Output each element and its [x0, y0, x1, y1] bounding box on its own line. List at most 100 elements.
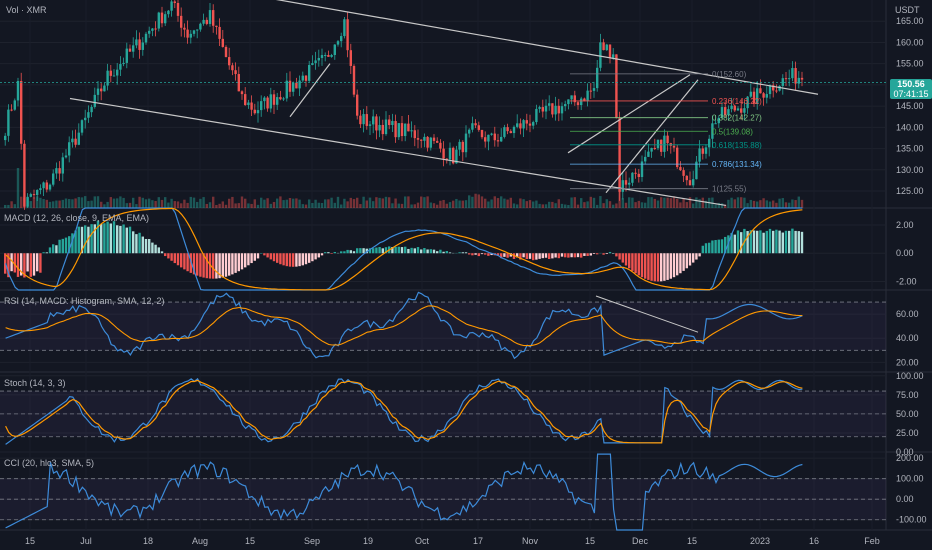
candle-body[interactable]: [660, 139, 663, 152]
volume-bar[interactable]: [612, 204, 615, 208]
volume-bar[interactable]: [32, 197, 36, 208]
macd-histogram-bar[interactable]: [90, 224, 93, 254]
volume-bar[interactable]: [320, 202, 324, 208]
macd-histogram-bar[interactable]: [752, 230, 756, 254]
macd-histogram-bar[interactable]: [93, 224, 96, 254]
volume-bar[interactable]: [772, 200, 775, 208]
macd-histogram-bar[interactable]: [442, 251, 445, 254]
macd-histogram-bar[interactable]: [128, 226, 132, 254]
macd-histogram-bar[interactable]: [231, 253, 234, 275]
candle-body[interactable]: [205, 19, 208, 24]
candle-body[interactable]: [468, 129, 471, 134]
candle-body[interactable]: [48, 184, 52, 190]
candle-body[interactable]: [272, 94, 276, 105]
volume-bar[interactable]: [564, 204, 567, 208]
volume-bar[interactable]: [141, 197, 144, 208]
candle-body[interactable]: [429, 137, 432, 148]
macd-histogram-bar[interactable]: [448, 252, 452, 254]
macd-histogram-bar[interactable]: [218, 253, 221, 279]
macd-histogram-bar[interactable]: [541, 253, 544, 259]
candle-body[interactable]: [23, 143, 26, 207]
macd-histogram-bar[interactable]: [170, 253, 173, 261]
macd-histogram-bar[interactable]: [23, 253, 26, 278]
volume-bar[interactable]: [676, 198, 679, 208]
candle-body[interactable]: [461, 141, 464, 153]
volume-bar[interactable]: [733, 199, 736, 208]
candle-body[interactable]: [756, 88, 759, 104]
volume-bar[interactable]: [660, 197, 663, 208]
volume-bar[interactable]: [58, 200, 61, 208]
volume-bar[interactable]: [714, 204, 717, 208]
macd-histogram-bar[interactable]: [314, 253, 317, 260]
candle-body[interactable]: [413, 130, 416, 139]
candle-body[interactable]: [663, 135, 666, 152]
macd-histogram-bar[interactable]: [324, 252, 327, 254]
volume-bar[interactable]: [583, 202, 586, 208]
candle-body[interactable]: [400, 123, 404, 137]
macd-histogram-bar[interactable]: [519, 253, 522, 260]
candle-body[interactable]: [212, 10, 215, 26]
macd-histogram-bar[interactable]: [477, 253, 480, 257]
macd-histogram-bar[interactable]: [730, 233, 733, 254]
volume-bar[interactable]: [71, 199, 74, 208]
macd-histogram-bar[interactable]: [720, 239, 724, 254]
volume-bar[interactable]: [151, 200, 154, 208]
volume-bar[interactable]: [797, 196, 800, 208]
candle-body[interactable]: [528, 123, 532, 126]
candle-body[interactable]: [378, 124, 381, 131]
volume-bar[interactable]: [333, 202, 336, 208]
volume-bar[interactable]: [135, 204, 138, 208]
candle-body[interactable]: [551, 103, 554, 115]
volume-bar[interactable]: [740, 197, 743, 208]
volume-bar[interactable]: [416, 202, 420, 208]
volume-bar[interactable]: [368, 197, 372, 208]
volume-bar[interactable]: [45, 199, 48, 208]
volume-bar[interactable]: [103, 204, 106, 208]
macd-histogram-bar[interactable]: [628, 253, 631, 269]
candle-body[interactable]: [208, 10, 212, 24]
candle-body[interactable]: [602, 42, 605, 51]
macd-histogram-bar[interactable]: [532, 253, 535, 261]
cci-pane[interactable]: [0, 453, 886, 531]
candle-body[interactable]: [256, 110, 260, 114]
volume-bar[interactable]: [653, 198, 656, 208]
volume-bar[interactable]: [429, 202, 432, 208]
macd-histogram-bar[interactable]: [122, 224, 125, 254]
candle-body[interactable]: [672, 145, 676, 148]
macd-histogram-bar[interactable]: [554, 253, 557, 258]
candle-body[interactable]: [525, 120, 528, 124]
volume-bar[interactable]: [295, 198, 298, 208]
macd-histogram-bar[interactable]: [167, 253, 170, 259]
candle-body[interactable]: [791, 68, 794, 79]
volume-bar[interactable]: [7, 204, 10, 208]
macd-histogram-bar[interactable]: [685, 253, 688, 269]
candle-body[interactable]: [695, 161, 698, 180]
candle-body[interactable]: [301, 75, 304, 81]
volume-bar[interactable]: [464, 200, 468, 208]
macd-histogram-bar[interactable]: [420, 249, 423, 254]
macd-histogram-bar[interactable]: [189, 253, 192, 273]
macd-histogram-bar[interactable]: [535, 253, 538, 260]
volume-bar[interactable]: [736, 197, 740, 208]
macd-histogram-bar[interactable]: [119, 225, 122, 254]
volume-bar[interactable]: [160, 199, 164, 208]
macd-histogram-bar[interactable]: [58, 239, 61, 254]
candle-body[interactable]: [125, 48, 128, 63]
macd-signal-line[interactable]: [5, 207, 803, 291]
candle-body[interactable]: [20, 81, 23, 144]
candle-body[interactable]: [535, 108, 538, 123]
candle-body[interactable]: [324, 54, 327, 56]
macd-histogram-bar[interactable]: [391, 247, 394, 254]
macd-histogram-bar[interactable]: [343, 251, 346, 254]
volume-bar[interactable]: [247, 203, 250, 208]
volume-bar[interactable]: [176, 201, 180, 208]
macd-histogram-bar[interactable]: [576, 253, 580, 258]
volume-bar[interactable]: [4, 204, 7, 208]
candle-body[interactable]: [320, 55, 324, 58]
volume-bar[interactable]: [205, 203, 208, 208]
volume-bar[interactable]: [717, 202, 720, 208]
candle-body[interactable]: [263, 97, 266, 102]
volume-bar[interactable]: [452, 200, 455, 208]
macd-histogram-bar[interactable]: [100, 223, 103, 254]
stoch-pane[interactable]: [0, 377, 886, 445]
